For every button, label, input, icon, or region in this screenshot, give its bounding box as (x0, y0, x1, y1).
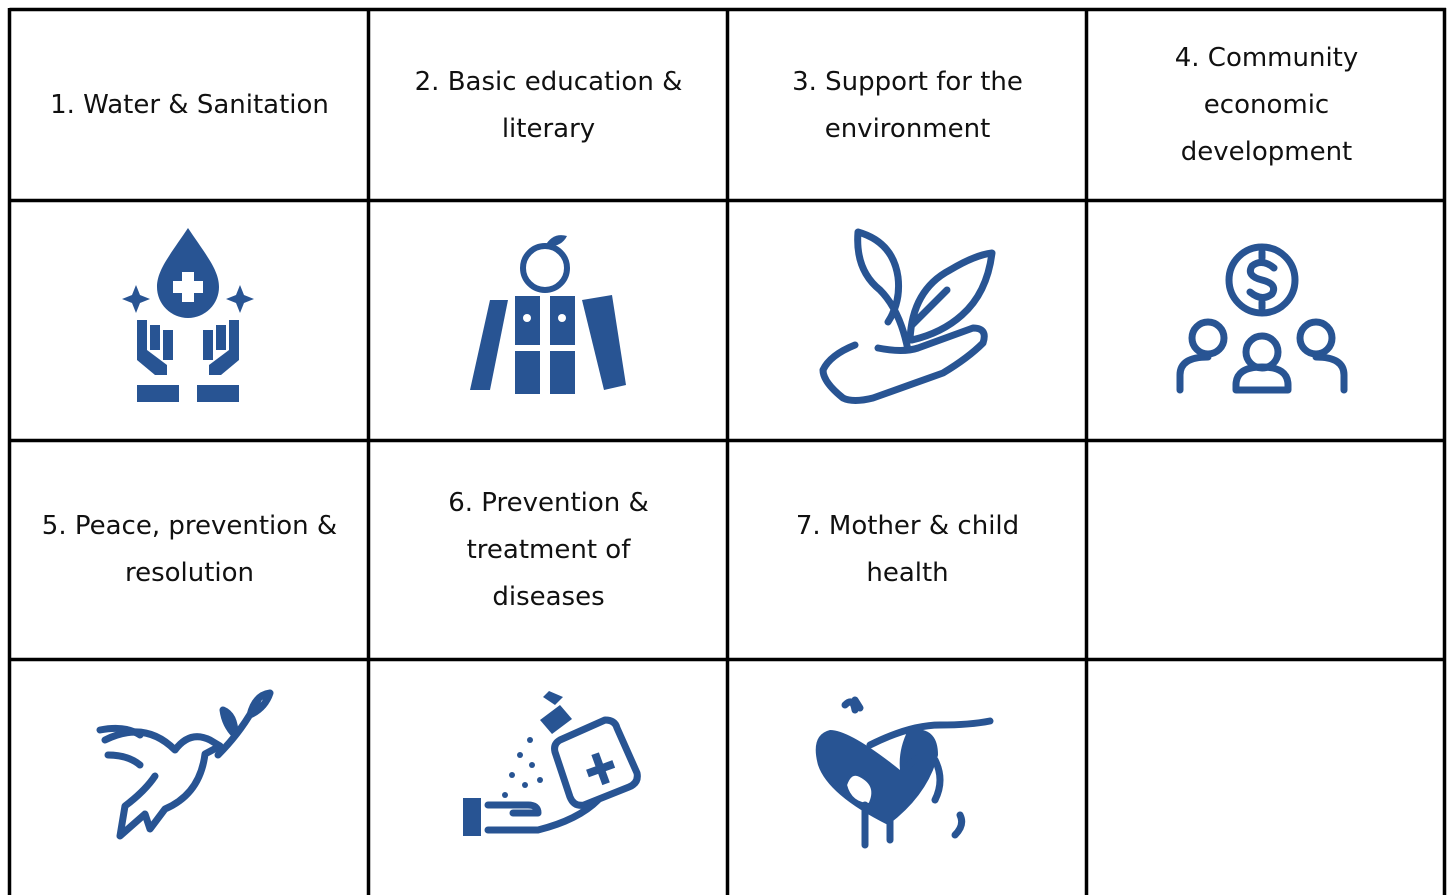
cell-label: 6. Prevention & treatment of diseases (448, 487, 649, 612)
icon-sanitizer (463, 691, 641, 836)
icon-community (1176, 243, 1348, 394)
cell: 3. Support for the environment (730, 12, 1085, 199)
cell-label: 7. Mother & child health (795, 511, 1020, 588)
cell: 6. Prevention & treatment of diseases (371, 442, 726, 658)
cell-label: 1. Water & Sanitation (50, 90, 329, 120)
grid-lines (7, 7, 1447, 895)
cell: 4. Community economic development (1089, 12, 1444, 199)
cell: 2. Basic education & literary (371, 12, 726, 199)
icon-peace (96, 689, 274, 840)
icon-environment (819, 228, 996, 404)
cell: 5. Peace, prevention & resolution (12, 442, 367, 658)
icon-mother-child (815, 696, 994, 849)
cell-label: 5. Peace, prevention & resolution (41, 511, 338, 588)
icon-education (470, 235, 626, 394)
icon-water (122, 228, 254, 402)
cell-label: 4. Community economic development (1174, 43, 1359, 167)
cell: 7. Mother & child health (730, 442, 1085, 658)
cell-label: 2. Basic education & literary (414, 66, 683, 144)
cell-label: 3. Support for the environment (792, 66, 1023, 144)
cell: 1. Water & Sanitation (12, 12, 367, 199)
